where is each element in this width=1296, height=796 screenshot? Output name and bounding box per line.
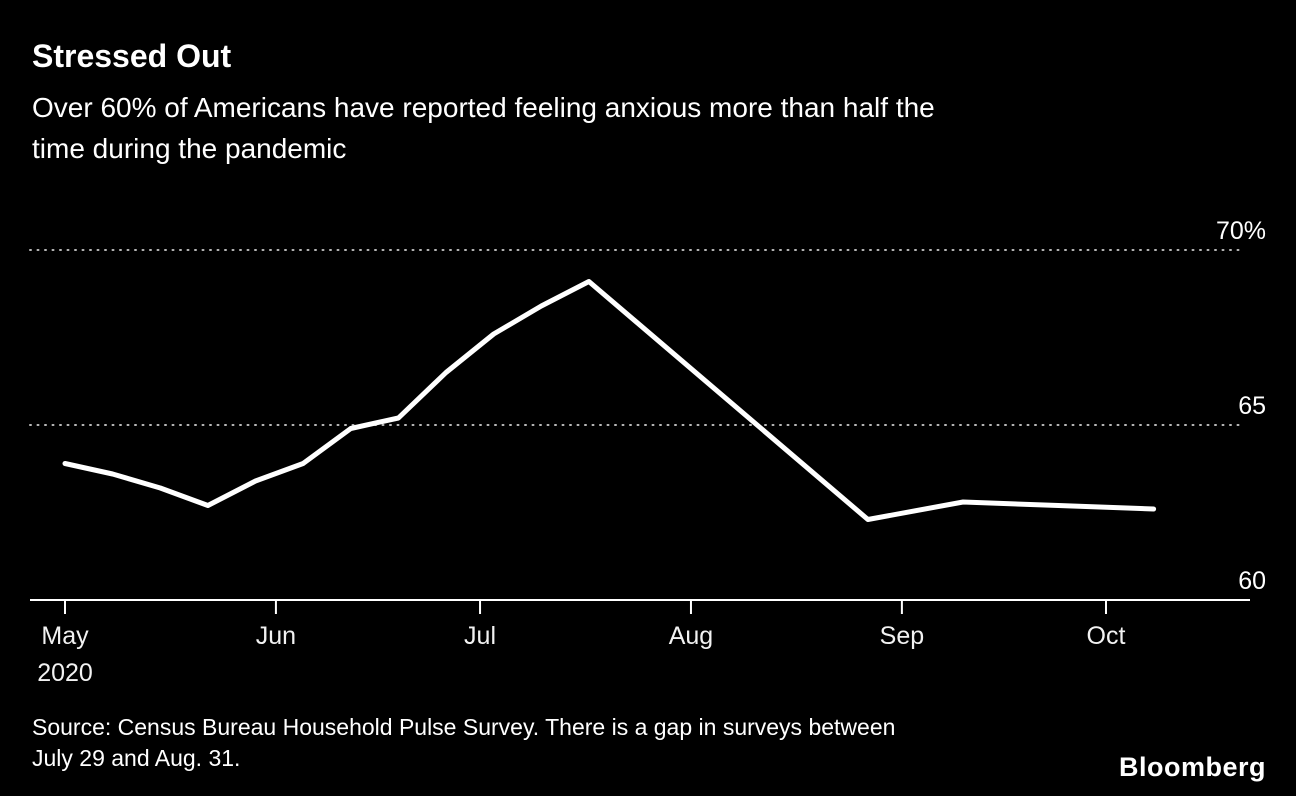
y-axis-label-60: 60 — [1238, 567, 1266, 595]
chart-subtitle-line-2: time during the pandemic — [32, 133, 347, 164]
x-axis-label-aug: Aug — [668, 622, 714, 650]
chart-subtitle: Over 60% of Americans have reported feel… — [32, 87, 935, 169]
y-axis-label-70: 70% — [1215, 217, 1266, 245]
x-axis-label-may: May — [41, 622, 89, 650]
source-line-1: Source: Census Bureau Household Pulse Su… — [32, 714, 896, 740]
source-note: Source: Census Bureau Household Pulse Su… — [32, 712, 895, 774]
x-axis-year-label: 2020 — [37, 659, 93, 687]
y-axis-label-65: 65 — [1238, 392, 1266, 420]
bloomberg-logo: Bloomberg — [1118, 752, 1266, 782]
x-axis-label-oct: Oct — [1086, 622, 1126, 650]
x-axis-label-jun: Jun — [255, 622, 297, 650]
chart-title: Stressed Out — [32, 38, 232, 74]
chart-subtitle-line-1: Over 60% of Americans have reported feel… — [32, 92, 935, 123]
x-axis-label-jul: Jul — [464, 622, 497, 650]
source-line-2: July 29 and Aug. 31. — [32, 745, 241, 771]
anxiety-share-line — [62, 279, 1157, 522]
chart-header: Stressed Out Over 60% of Americans have … — [32, 38, 935, 169]
x-axis-label-sep: Sep — [879, 622, 925, 650]
